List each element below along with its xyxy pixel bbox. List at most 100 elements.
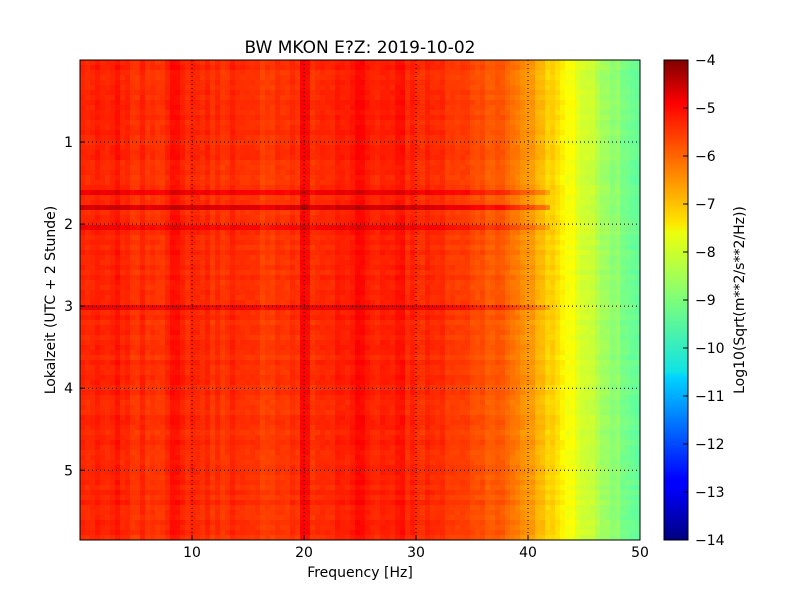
heatmap-cell	[320, 245, 326, 251]
heatmap-cell	[315, 270, 321, 276]
heatmap-cell	[525, 85, 531, 91]
heatmap-cell	[265, 230, 271, 236]
heatmap-cell	[410, 65, 416, 71]
heatmap-cell	[95, 170, 101, 176]
heatmap-cell	[180, 185, 186, 191]
heatmap-cell	[495, 155, 501, 161]
heatmap-cell	[105, 170, 111, 176]
heatmap-cell	[310, 110, 316, 116]
heatmap-cell	[620, 145, 626, 151]
heatmap-cell	[125, 125, 131, 131]
heatmap-cell	[220, 220, 226, 226]
heatmap-cell	[520, 185, 526, 191]
heatmap-cell	[85, 230, 91, 236]
heatmap-cell	[105, 270, 111, 276]
heatmap-cell	[200, 150, 206, 156]
heatmap-cell	[295, 160, 301, 166]
heatmap-cell	[605, 95, 611, 101]
heatmap-cell	[565, 130, 571, 136]
heatmap-cell	[100, 155, 106, 161]
heatmap-cell	[335, 90, 341, 96]
heatmap-cell	[475, 65, 481, 71]
heatmap-cell	[105, 165, 111, 171]
heatmap-cell	[270, 60, 276, 66]
heatmap-cell	[455, 220, 461, 226]
heatmap-cell	[235, 120, 241, 126]
heatmap-cell	[415, 115, 421, 121]
heatmap-cell	[575, 65, 581, 71]
heatmap-cell	[390, 75, 396, 81]
heatmap-cell	[515, 125, 521, 131]
heatmap-cell	[160, 270, 166, 276]
heatmap-cell	[455, 165, 461, 171]
heatmap-cell	[345, 85, 351, 91]
heatmap-cell	[435, 130, 441, 136]
heatmap-cell	[140, 130, 146, 136]
heatmap-cell	[110, 160, 116, 166]
heatmap-cell	[125, 95, 131, 101]
heatmap-cell	[505, 275, 511, 281]
heatmap-cell	[515, 105, 521, 111]
heatmap-cell	[460, 100, 466, 106]
heatmap-cell	[200, 280, 206, 286]
heatmap-cell	[180, 145, 186, 151]
heatmap-cell	[175, 200, 181, 206]
heatmap-cell	[605, 220, 611, 226]
heatmap-cell	[480, 145, 486, 151]
heatmap-cell	[120, 115, 126, 121]
heatmap-cell	[595, 250, 601, 256]
heatmap-cell	[480, 195, 486, 201]
heatmap-cell	[150, 75, 156, 81]
heatmap-cell	[465, 240, 471, 246]
heatmap-cell	[320, 110, 326, 116]
heatmap-cell	[170, 105, 176, 111]
heatmap-cell	[595, 265, 601, 271]
heatmap-cell	[475, 230, 481, 236]
heatmap-cell	[185, 160, 191, 166]
heatmap-cell	[330, 75, 336, 81]
heatmap-cell	[460, 250, 466, 256]
heatmap-cell	[160, 145, 166, 151]
heatmap-cell	[105, 265, 111, 271]
heatmap-cell	[320, 185, 326, 191]
heatmap-cell	[540, 60, 546, 66]
heatmap-cell	[470, 215, 476, 221]
heatmap-cell	[385, 225, 391, 231]
heatmap-cell	[305, 90, 311, 96]
heatmap-cell	[485, 115, 491, 121]
heatmap-cell	[495, 175, 501, 181]
heatmap-cell	[560, 140, 566, 146]
heatmap-cell	[235, 170, 241, 176]
heatmap-cell	[120, 195, 126, 201]
heatmap-cell	[605, 60, 611, 66]
heatmap-cell	[125, 260, 131, 266]
heatmap-cell	[405, 105, 411, 111]
heatmap-cell	[195, 200, 201, 206]
heatmap-cell	[210, 95, 216, 101]
heatmap-cell	[455, 110, 461, 116]
heatmap-cell	[380, 110, 386, 116]
heatmap-cell	[610, 200, 616, 206]
heatmap-cell	[315, 265, 321, 271]
heatmap-cell	[485, 275, 491, 281]
heatmap-cell	[370, 200, 376, 206]
heatmap-cell	[135, 265, 141, 271]
heatmap-cell	[250, 195, 256, 201]
heatmap-cell	[540, 165, 546, 171]
heatmap-cell	[180, 275, 186, 281]
heatmap-cell	[125, 185, 131, 191]
heatmap-cell	[455, 85, 461, 91]
heatmap-cell	[200, 70, 206, 76]
heatmap-cell	[530, 95, 536, 101]
heatmap-cell	[155, 250, 161, 256]
heatmap-cell	[105, 225, 111, 231]
heatmap-cell	[230, 95, 236, 101]
heatmap-cell	[580, 120, 586, 126]
heatmap-cell	[245, 110, 251, 116]
heatmap-cell	[220, 235, 226, 241]
heatmap-cell	[480, 75, 486, 81]
heatmap-cell	[620, 205, 626, 211]
heatmap-cell	[300, 200, 306, 206]
heatmap-cell	[550, 65, 556, 71]
heatmap-cell	[595, 170, 601, 176]
